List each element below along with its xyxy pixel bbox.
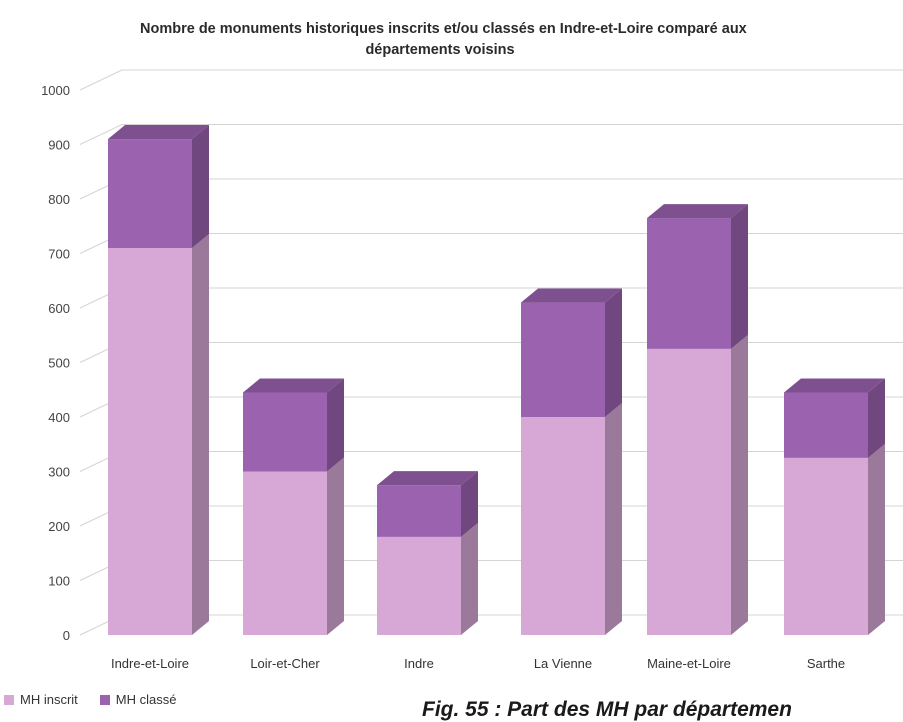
legend-label-classe: MH classé	[115, 692, 177, 707]
bar-side	[731, 334, 748, 635]
x-tick-label: Maine-et-Loire	[647, 656, 731, 671]
bar-segment	[647, 348, 731, 635]
bar-side	[461, 522, 478, 635]
y-tick-label: 300	[48, 465, 70, 480]
x-tick-label: Indre-et-Loire	[111, 656, 189, 671]
bar-side	[731, 204, 748, 349]
gridline-depth	[79, 124, 123, 145]
bar-top	[521, 288, 622, 303]
bar-segment	[521, 302, 605, 417]
bar-segment	[108, 248, 192, 636]
bar-side	[605, 403, 622, 635]
legend: MH inscrit MH classé	[4, 692, 176, 707]
bar-stack	[521, 288, 622, 635]
y-tick-label: 0	[63, 628, 70, 643]
legend-label-inscrit: MH inscrit	[20, 692, 78, 707]
bar-side	[868, 378, 885, 458]
y-tick-label: 1000	[41, 83, 70, 98]
y-tick-label: 600	[48, 301, 70, 316]
bar-stack	[647, 204, 748, 635]
bar-segment	[784, 392, 868, 458]
x-axis: Indre-et-Loire Loir-et-Cher Indre La Vienne…	[111, 656, 845, 671]
bar-segment	[784, 457, 868, 635]
x-tick-label: Sarthe	[807, 656, 845, 671]
x-tick-label: Indre	[404, 656, 434, 671]
chart-title-line-2: départements voisins	[365, 42, 515, 58]
bar-side	[327, 378, 344, 472]
bar-top	[243, 378, 344, 393]
y-tick-label: 400	[48, 410, 70, 425]
bar-side	[327, 457, 344, 635]
y-tick-label: 100	[48, 574, 70, 589]
bar-top	[377, 471, 478, 486]
legend-swatch-inscrit	[4, 694, 14, 705]
bar-side	[868, 443, 885, 635]
bar-stack	[377, 471, 478, 635]
bar-segment	[647, 218, 731, 349]
bar-segment	[377, 536, 461, 635]
y-tick-label: 500	[48, 356, 70, 371]
bar-segment	[521, 417, 605, 635]
bar-side	[192, 234, 209, 636]
x-tick-label: Loir-et-Cher	[250, 656, 320, 671]
bar-top	[108, 125, 209, 140]
chart-title-line-1: Nombre de monuments historiques inscrits…	[140, 21, 747, 37]
x-tick-label: La Vienne	[534, 656, 592, 671]
gridline-depth	[79, 69, 123, 91]
bar-segment	[377, 485, 461, 537]
legend-swatch-classe	[99, 694, 110, 705]
bar-stack	[243, 378, 344, 635]
y-axis: 0 100 200 300 400 500 600 700 800 900 1000	[41, 83, 70, 643]
legend-item-classe: MH classé	[99, 692, 177, 707]
y-tick-label: 900	[48, 138, 70, 153]
bar-side	[605, 288, 622, 417]
bar-top	[784, 378, 885, 393]
legend-item-inscrit: MH inscrit	[4, 692, 78, 707]
y-tick-label: 800	[48, 192, 70, 207]
bar-side	[461, 471, 478, 537]
bar-stack	[108, 125, 209, 636]
bar-side	[192, 125, 209, 249]
bar-segment	[108, 139, 192, 249]
bar-segment	[243, 392, 327, 472]
bar-top	[647, 204, 748, 219]
y-tick-label: 200	[48, 519, 70, 534]
bars	[108, 125, 885, 636]
figure-caption: Fig. 55 : Part des MH par départemen	[422, 698, 792, 721]
y-tick-label: 700	[48, 247, 70, 262]
bar-stack	[784, 378, 885, 635]
bar-segment	[243, 471, 327, 635]
